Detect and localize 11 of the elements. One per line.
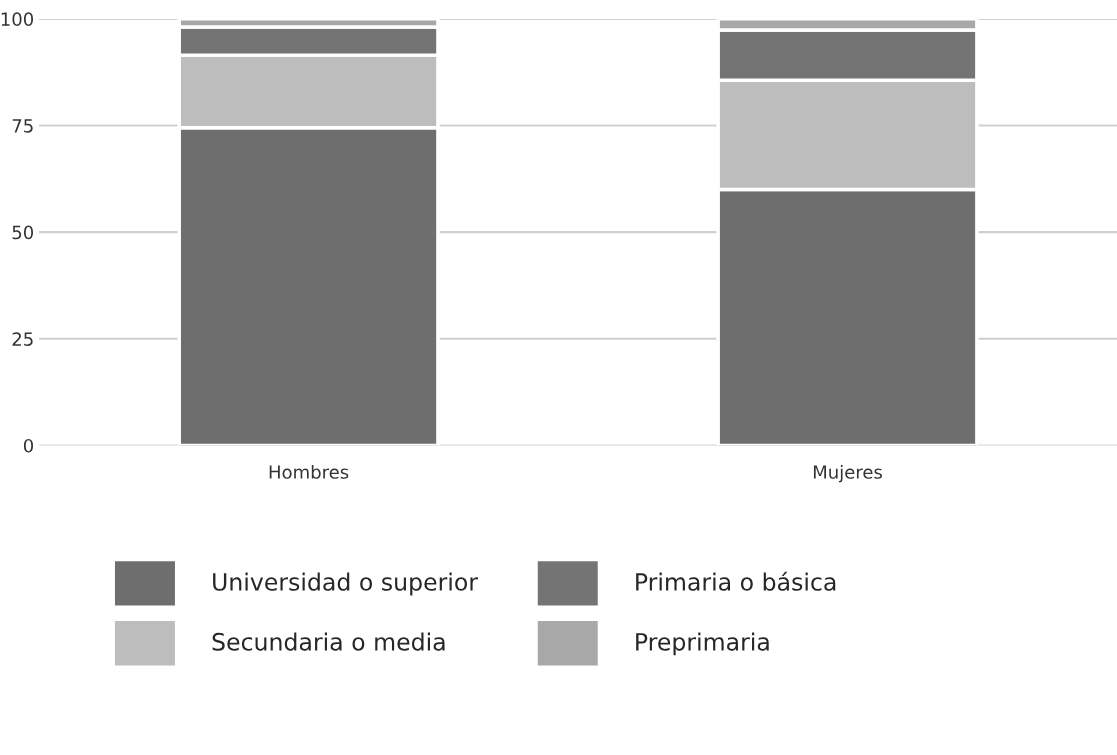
y-tick-label: 0: [23, 438, 34, 453]
y-tick-label: 100: [1, 12, 34, 26]
legend-label: Preprimaria: [636, 632, 769, 656]
x-tick-label: Mujeres: [813, 464, 882, 483]
y-tick-label: 75: [12, 119, 33, 133]
legend-label: Secundaria o media: [212, 632, 445, 651]
y-tick-label: 25: [12, 332, 33, 346]
y-tick-label: 50: [12, 225, 34, 240]
legend-label: Primaria o básica: [636, 571, 836, 591]
x-tick-label: Hombres: [269, 464, 349, 479]
legend-label: Universidad o superior: [213, 572, 479, 596]
